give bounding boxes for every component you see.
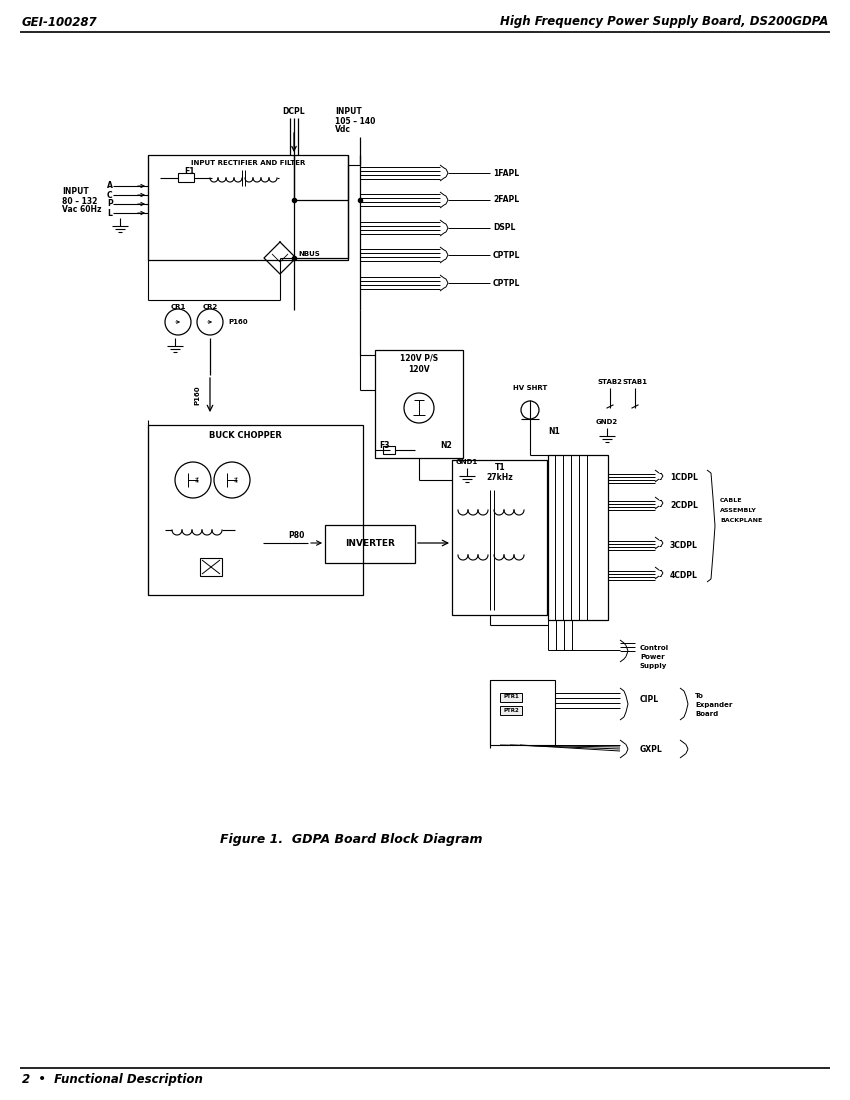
Text: 27kHz: 27kHz — [486, 473, 513, 482]
Text: P: P — [107, 199, 113, 209]
Text: Vac 60Hz: Vac 60Hz — [62, 206, 101, 214]
Bar — [325, 525, 415, 563]
Text: PTR1: PTR1 — [503, 694, 518, 700]
Text: Figure 1.  GDPA Board Block Diagram: Figure 1. GDPA Board Block Diagram — [220, 834, 483, 847]
Bar — [178, 173, 194, 182]
Text: CPTPL: CPTPL — [493, 278, 520, 287]
Text: ASSEMBLY: ASSEMBLY — [720, 507, 756, 513]
Text: To: To — [695, 693, 704, 698]
Text: T1: T1 — [495, 463, 505, 473]
Text: P160: P160 — [194, 385, 200, 405]
Text: DSPL: DSPL — [493, 223, 515, 232]
Text: Power: Power — [640, 654, 665, 660]
Text: F1: F1 — [184, 167, 196, 176]
Text: Expander: Expander — [695, 702, 733, 708]
Text: P160: P160 — [228, 319, 247, 324]
Text: CR1: CR1 — [170, 304, 185, 310]
Text: 3CDPL: 3CDPL — [670, 540, 698, 550]
Bar — [148, 155, 348, 260]
Text: 2FAPL: 2FAPL — [493, 196, 519, 205]
Text: BACKPLANE: BACKPLANE — [720, 517, 762, 522]
Text: INVERTER: INVERTER — [345, 539, 395, 549]
Text: 105 – 140: 105 – 140 — [335, 117, 376, 125]
Text: STAB1: STAB1 — [622, 379, 648, 385]
Text: Vdc: Vdc — [335, 125, 351, 134]
Bar — [500, 706, 522, 715]
Text: F3: F3 — [380, 440, 390, 450]
Text: BUCK CHOPPER: BUCK CHOPPER — [208, 431, 281, 440]
Text: C: C — [107, 190, 112, 199]
Text: INPUT RECTIFIER AND FILTER: INPUT RECTIFIER AND FILTER — [190, 160, 305, 166]
Text: Control: Control — [640, 645, 669, 651]
Text: 1CDPL: 1CDPL — [670, 473, 698, 483]
Text: CPTPL: CPTPL — [493, 251, 520, 260]
Text: P80: P80 — [288, 530, 304, 539]
Text: 80 – 132: 80 – 132 — [62, 197, 98, 206]
Text: 2  •  Functional Description: 2 • Functional Description — [22, 1074, 203, 1087]
Bar — [548, 455, 608, 620]
Text: INPUT: INPUT — [335, 108, 362, 117]
Text: STAB2: STAB2 — [598, 379, 622, 385]
Text: N2: N2 — [440, 440, 451, 450]
Text: GND2: GND2 — [596, 419, 618, 425]
Text: GXPL: GXPL — [640, 746, 663, 755]
Text: Supply: Supply — [640, 663, 667, 669]
Bar — [200, 558, 222, 576]
Text: High Frequency Power Supply Board, DS200GDPA: High Frequency Power Supply Board, DS200… — [500, 15, 828, 29]
Bar — [500, 693, 522, 702]
Text: CIPL: CIPL — [640, 695, 659, 704]
Text: CABLE: CABLE — [720, 497, 743, 503]
Text: GEI-100287: GEI-100287 — [22, 15, 98, 29]
Bar — [490, 680, 555, 745]
Text: GND1: GND1 — [456, 459, 478, 465]
Bar — [148, 425, 363, 595]
Bar — [375, 350, 463, 458]
Bar — [383, 446, 395, 454]
Text: N1: N1 — [548, 428, 560, 437]
Text: Board: Board — [695, 711, 718, 717]
Text: L: L — [107, 209, 112, 218]
Text: 1FAPL: 1FAPL — [493, 168, 519, 177]
Text: 2CDPL: 2CDPL — [670, 500, 698, 509]
Text: 120V: 120V — [408, 365, 430, 374]
Text: 4CDPL: 4CDPL — [670, 571, 698, 580]
Text: DCPL: DCPL — [283, 108, 305, 117]
Text: PTR2: PTR2 — [503, 707, 518, 713]
Text: NBUS: NBUS — [298, 251, 320, 257]
Text: INPUT: INPUT — [62, 187, 88, 197]
Text: A: A — [107, 182, 113, 190]
Text: HV SHRT: HV SHRT — [513, 385, 547, 390]
Text: CR2: CR2 — [202, 304, 218, 310]
Text: 120V P/S: 120V P/S — [400, 353, 438, 363]
Bar — [452, 460, 547, 615]
